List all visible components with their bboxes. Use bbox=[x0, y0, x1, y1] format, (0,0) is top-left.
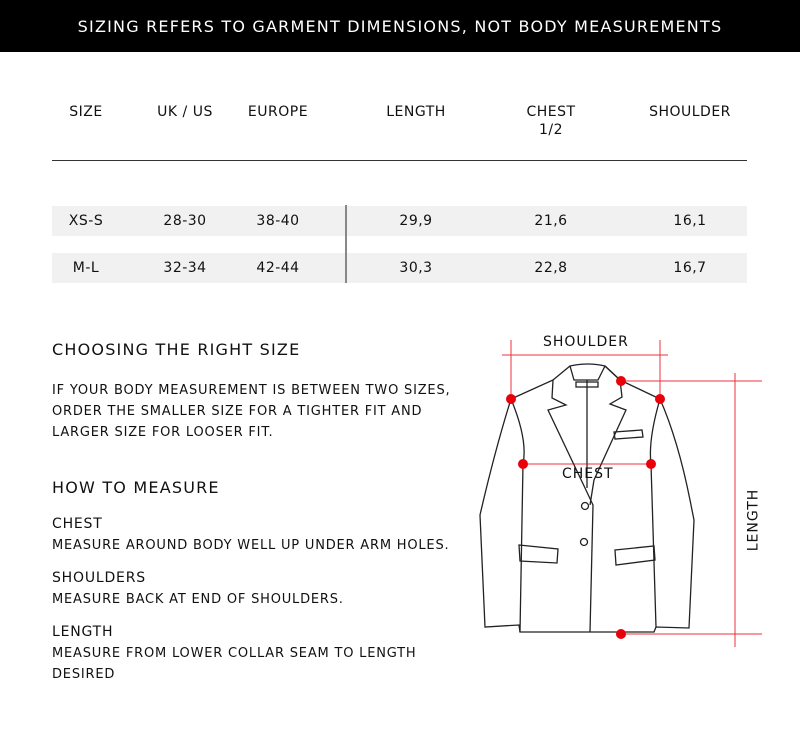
how-shoulders: SHOULDERS MEASURE BACK AT END OF SHOULDE… bbox=[52, 568, 344, 610]
table-cell: 22,8 bbox=[534, 260, 568, 276]
header-chest: CHEST 1/2 bbox=[526, 103, 575, 139]
header-divider bbox=[52, 160, 747, 161]
header-shoulder: SHOULDER bbox=[649, 104, 731, 120]
shoulder-label: SHOULDER bbox=[543, 334, 629, 350]
chest-label: CHEST bbox=[562, 466, 614, 482]
text-line: IF YOUR BODY MEASUREMENT IS BETWEEN TWO … bbox=[52, 383, 451, 398]
header-size: SIZE bbox=[69, 104, 103, 120]
header-uk-us: UK / US bbox=[157, 104, 213, 120]
text-line: DESIRED bbox=[52, 667, 116, 682]
header-europe: EUROPE bbox=[247, 104, 309, 120]
column-divider bbox=[345, 205, 347, 283]
table-row bbox=[52, 206, 747, 236]
measure-points bbox=[506, 376, 665, 639]
table-cell: 29,9 bbox=[399, 213, 433, 229]
text-line: ORDER THE SMALLER SIZE FOR A TIGHTER FIT… bbox=[52, 404, 423, 419]
header-chest-sub: 1/2 bbox=[538, 122, 564, 138]
how-length: LENGTH MEASURE FROM LOWER COLLAR SEAM TO… bbox=[52, 622, 416, 685]
table-cell: 16,7 bbox=[673, 260, 707, 276]
choosing-text: IF YOUR BODY MEASUREMENT IS BETWEEN TWO … bbox=[52, 380, 450, 443]
how-label: SHOULDERS bbox=[52, 570, 146, 586]
header-length: LENGTH bbox=[386, 104, 446, 120]
banner: SIZING REFERS TO GARMENT DIMENSIONS, NOT… bbox=[0, 0, 800, 52]
table-cell: 42-44 bbox=[256, 260, 300, 276]
table-cell: 32-34 bbox=[163, 260, 207, 276]
table-cell: 38-40 bbox=[256, 213, 300, 229]
table-cell: XS-S bbox=[68, 213, 104, 229]
table-cell: 21,6 bbox=[534, 213, 568, 229]
table-cell: 28-30 bbox=[163, 213, 207, 229]
table-cell: 16,1 bbox=[673, 213, 707, 229]
length-label: LENGTH bbox=[745, 488, 762, 552]
how-label: CHEST bbox=[52, 516, 103, 532]
how-label: LENGTH bbox=[52, 624, 114, 640]
how-chest: CHEST MEASURE AROUND BODY WELL UP UNDER … bbox=[52, 514, 449, 556]
table-cell: M-L bbox=[72, 260, 100, 276]
text-line: MEASURE BACK AT END OF SHOULDERS. bbox=[52, 592, 344, 607]
table-cell: 30,3 bbox=[399, 260, 433, 276]
header-chest-label: CHEST bbox=[526, 104, 576, 120]
text-line: MEASURE FROM LOWER COLLAR SEAM TO LENGTH bbox=[52, 646, 417, 661]
measure-lines bbox=[502, 340, 762, 647]
how-title: HOW TO MEASURE bbox=[52, 478, 220, 497]
text-line: LARGER SIZE FOR LOOSER FIT. bbox=[52, 425, 274, 440]
choosing-title: CHOOSING THE RIGHT SIZE bbox=[52, 340, 301, 359]
jacket-outline bbox=[479, 363, 695, 633]
table-row bbox=[52, 253, 747, 283]
text-line: MEASURE AROUND BODY WELL UP UNDER ARM HO… bbox=[52, 538, 450, 553]
